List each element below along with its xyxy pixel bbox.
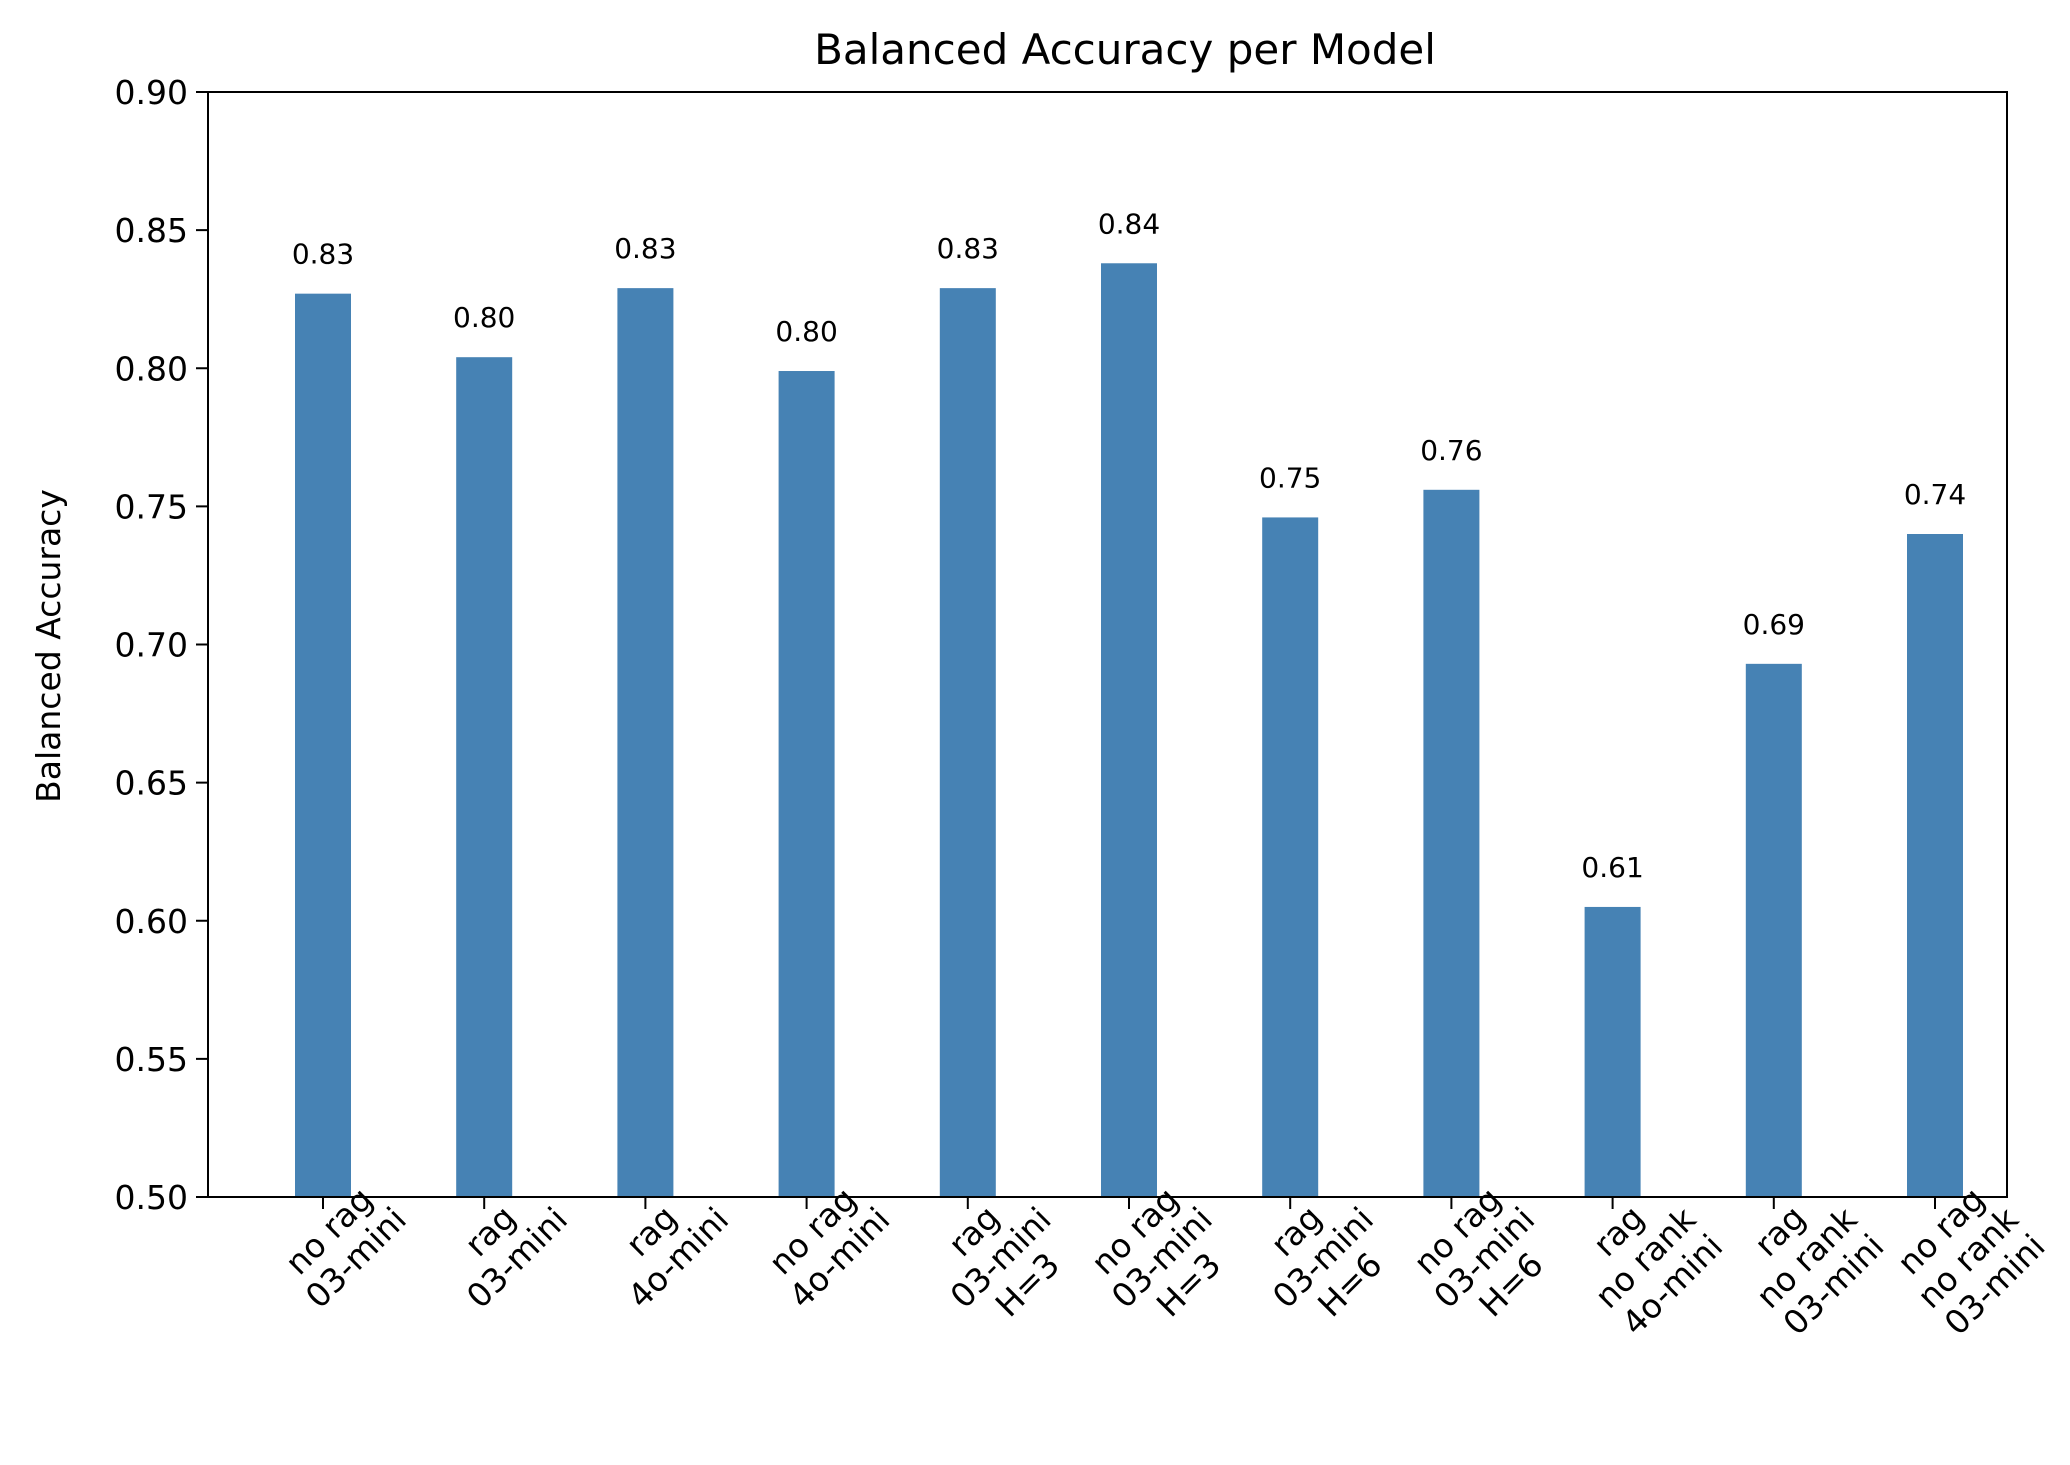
y-axis-label: Balanced Accuracy [29, 489, 68, 803]
x-tick-label: rag03-miniH=3 [916, 1173, 1086, 1343]
chart-title: Balanced Accuracy per Model [814, 25, 1436, 74]
data-label: 0.75 [1259, 461, 1321, 494]
y-tick-label: 0.65 [115, 764, 188, 803]
bar [939, 288, 996, 1197]
data-label: 0.83 [937, 232, 999, 265]
y-axis-ticks: 0.50 0.55 0.60 0.65 0.70 0.75 0.80 0.85 0.90 [115, 73, 208, 1217]
bar [295, 293, 351, 1198]
x-tick-label: no rag4o-mini [754, 1173, 897, 1316]
bar [456, 357, 513, 1197]
data-label: 0.69 [1743, 608, 1805, 641]
data-label: 0.80 [775, 315, 837, 348]
data-label: 0.84 [1098, 207, 1160, 240]
y-tick-label: 0.80 [115, 349, 188, 388]
y-tick-label: 0.85 [115, 211, 188, 250]
bar [1101, 263, 1157, 1197]
y-tick-label: 0.70 [115, 626, 188, 665]
data-label: 0.83 [614, 232, 676, 265]
bars-group [295, 263, 1963, 1198]
bar [617, 288, 674, 1197]
data-label: 0.61 [1581, 851, 1643, 884]
bar [778, 371, 835, 1197]
y-tick-label: 0.90 [115, 73, 188, 112]
data-label: 0.80 [453, 301, 515, 334]
y-tick-label: 0.50 [115, 1178, 188, 1217]
y-tick-label: 0.75 [115, 487, 188, 526]
x-tick-label: no rag03-mini [271, 1173, 414, 1316]
bar [1423, 489, 1480, 1197]
plot-frame [207, 91, 2008, 1198]
x-tick-label: rag03-miniH=6 [1238, 1173, 1408, 1343]
bar [1745, 663, 1802, 1197]
data-label: 0.74 [1904, 478, 1966, 511]
data-labels-group: 0.83 0.80 0.83 0.80 0.83 0.84 0.75 0.76 0.61 0.69… [292, 207, 1966, 884]
data-label: 0.83 [292, 238, 354, 271]
bar [1907, 534, 1963, 1197]
bar [1584, 906, 1641, 1197]
y-tick-label: 0.55 [115, 1040, 188, 1079]
data-label: 0.76 [1420, 434, 1482, 467]
x-tick-label: no rag03-miniH=3 [1077, 1173, 1247, 1343]
x-tick-label: no rag03-miniH=6 [1399, 1173, 1569, 1343]
y-tick-label: 0.60 [115, 902, 188, 941]
bar [1262, 517, 1319, 1197]
